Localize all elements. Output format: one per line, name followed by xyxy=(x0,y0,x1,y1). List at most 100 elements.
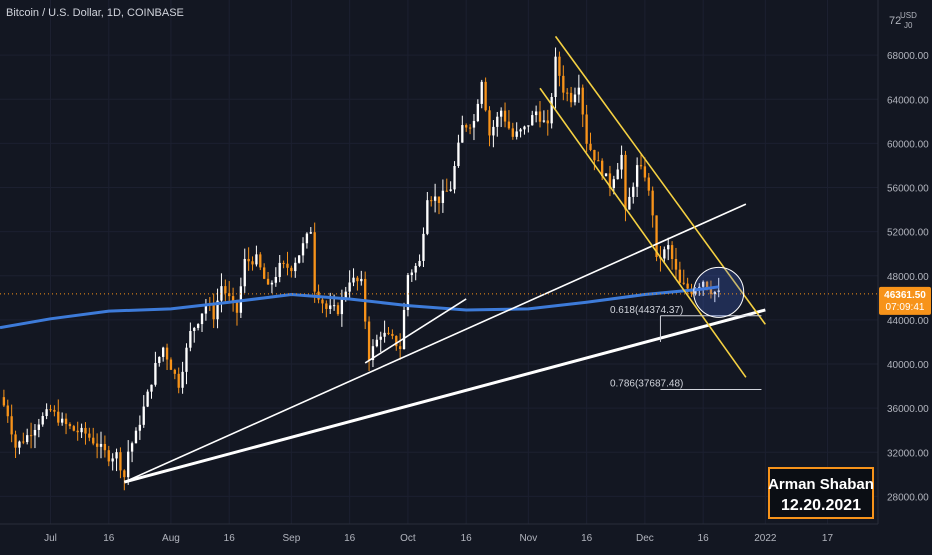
candle-up xyxy=(414,265,417,273)
candle-up xyxy=(461,125,464,143)
candle-down xyxy=(566,92,569,94)
price-axis[interactable]: 28000.00 32000.00 36000.00 40000.00 44000.00… xyxy=(887,51,929,503)
candle-up xyxy=(127,451,130,478)
candle-up xyxy=(383,332,386,337)
candle-down xyxy=(95,443,99,447)
candle-down xyxy=(119,452,122,471)
fib-786-label: 0.786(37687.48) xyxy=(610,379,683,390)
candle-up xyxy=(663,249,666,259)
trend-line xyxy=(123,203,747,483)
candle-up xyxy=(577,87,581,95)
author-box: Arman Shaban 12.20.2021 xyxy=(768,467,874,519)
candle-up xyxy=(111,458,114,462)
candle-down xyxy=(593,149,596,161)
candle-up xyxy=(134,430,138,444)
candle-down xyxy=(57,411,60,423)
trend-line xyxy=(123,308,766,484)
candle-up xyxy=(99,443,103,447)
candle-down xyxy=(22,441,25,443)
candle-down xyxy=(647,177,650,191)
currency-label: USD xyxy=(900,11,917,20)
candle-down xyxy=(538,111,542,122)
candle-down xyxy=(655,215,658,257)
candle-up xyxy=(667,245,670,250)
candle-down xyxy=(177,373,180,388)
candle-up xyxy=(694,289,697,294)
candle-up xyxy=(216,300,219,320)
candle-up xyxy=(476,103,480,122)
candle-up xyxy=(542,120,546,122)
candle-up xyxy=(635,165,639,187)
candle-up xyxy=(717,290,720,292)
candle-down xyxy=(589,143,592,150)
time-tick-label: 2022 xyxy=(754,533,777,544)
candle-down xyxy=(266,278,270,285)
candle-down xyxy=(569,92,573,103)
time-tick-label: 16 xyxy=(581,533,593,544)
price-tick-label: 36000.00 xyxy=(887,404,929,415)
candle-down xyxy=(682,282,685,284)
candle-down xyxy=(68,424,72,427)
candle-up xyxy=(158,356,161,363)
candle-down xyxy=(639,165,643,167)
candle-down xyxy=(558,56,561,76)
candle-up xyxy=(26,435,29,443)
candle-up xyxy=(142,406,145,425)
candle-up xyxy=(379,336,382,340)
candle-up xyxy=(18,441,21,448)
candle-down xyxy=(511,128,514,137)
time-axis[interactable]: Jul 16 Aug 16 Sep 16 Oct 16 Nov 16 Dec 16 2022 17 xyxy=(44,533,833,544)
time-tick-label: Jul xyxy=(44,533,57,544)
candle-up xyxy=(329,305,332,309)
candle-up xyxy=(294,262,297,272)
candle-up xyxy=(352,277,355,283)
candle-up xyxy=(193,327,196,331)
candle-down xyxy=(581,87,584,115)
candle-down xyxy=(336,305,340,315)
candle-down xyxy=(387,332,390,334)
candle-down xyxy=(103,443,107,451)
candle-up xyxy=(534,111,538,116)
candle-down xyxy=(231,296,235,301)
candle-up xyxy=(138,424,142,431)
candle-up xyxy=(550,97,553,124)
candle-down xyxy=(709,288,713,295)
candle-up xyxy=(527,125,530,127)
candle-down xyxy=(290,267,293,272)
candle-up xyxy=(278,262,281,277)
candle-up xyxy=(200,313,204,325)
price-tick-label: 56000.00 xyxy=(887,184,929,195)
candle-down xyxy=(169,359,173,370)
candle-down xyxy=(286,263,289,268)
candle-up xyxy=(620,154,623,170)
candle-down xyxy=(391,333,394,336)
candle-up xyxy=(422,233,425,261)
candle-down xyxy=(10,416,13,435)
candle-down xyxy=(670,245,674,259)
candle-up xyxy=(274,276,277,283)
candle-down xyxy=(251,261,254,265)
channel-line xyxy=(554,35,766,325)
price-badge: 46361.50 07:09:41 xyxy=(879,286,931,315)
price-tick-label: 44000.00 xyxy=(887,316,929,327)
candle-down xyxy=(165,347,169,360)
candle-down xyxy=(49,409,52,411)
price-tick-label: 52000.00 xyxy=(887,228,929,239)
time-tick-label: Sep xyxy=(282,533,300,544)
time-tick-label: Oct xyxy=(400,533,416,544)
currency-suffix-mark: J0 xyxy=(904,21,913,30)
candle-up xyxy=(204,303,208,314)
candle-up xyxy=(628,196,631,210)
candle-up xyxy=(146,391,149,407)
price-axis-panel xyxy=(878,0,932,524)
candle-up xyxy=(441,190,445,203)
time-tick-label: Aug xyxy=(162,533,180,544)
candle-up xyxy=(496,116,499,127)
candle-up xyxy=(418,260,421,266)
time-tick-label: 17 xyxy=(822,533,834,544)
candle-down xyxy=(313,232,316,292)
candle-down xyxy=(465,125,468,128)
candle-up xyxy=(531,115,534,126)
